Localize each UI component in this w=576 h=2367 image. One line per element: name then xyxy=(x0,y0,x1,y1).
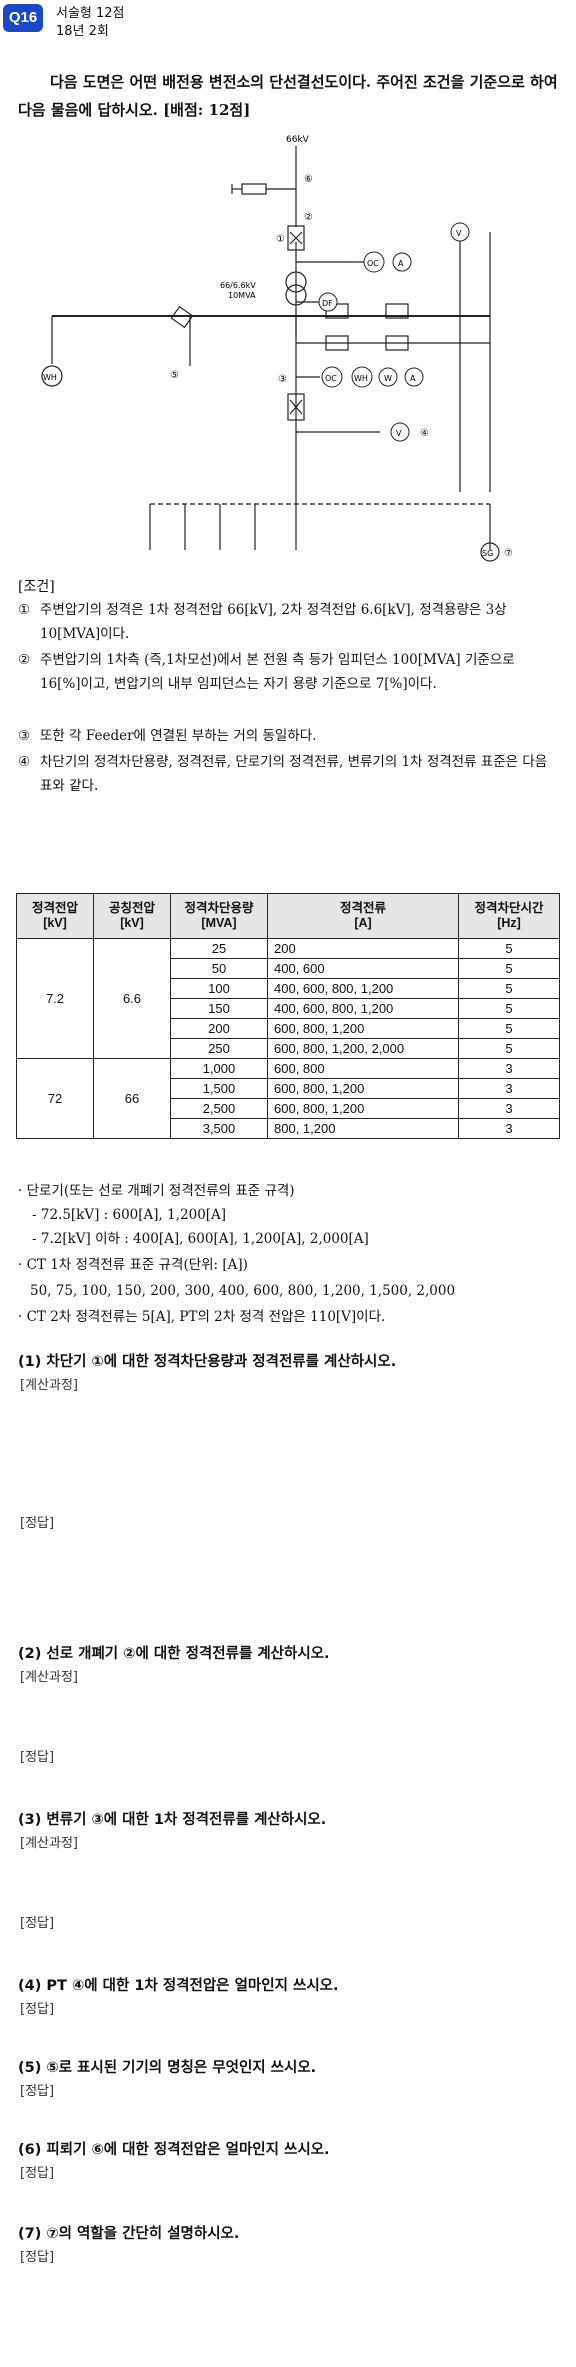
question-number-badge: Q16 xyxy=(3,4,43,32)
label-66kv: 66kV xyxy=(286,135,310,145)
svg-text:W: W xyxy=(384,374,392,383)
calc-label-2: [계산과정] xyxy=(20,1670,78,1685)
condition-item: ③ 또한 각 Feeder에 연결된 부하는 거의 동일하다. xyxy=(18,728,317,744)
answer-label-2: [정답] xyxy=(20,1750,55,1765)
wh-meter-left: WH xyxy=(43,373,57,382)
question-1: (1) 차단기 ①에 대한 정격차단용량과 정격전류를 계산하시오. xyxy=(18,1354,397,1370)
label-tr-mva: 10MVA xyxy=(228,291,256,300)
label-4: ④ xyxy=(420,428,429,439)
answer-label-4: [정답] xyxy=(20,2002,55,2017)
question-6: (6) 피뢰기 ⑥에 대한 정격전압은 얼마인지 쓰시오. xyxy=(18,2142,330,2158)
svg-text:OC: OC xyxy=(325,374,337,383)
label-2: ② xyxy=(304,212,313,223)
th-rated-voltage: 정격전압 [kV] xyxy=(16,893,94,939)
svg-text:V: V xyxy=(456,229,462,238)
calc-label-3: [계산과정] xyxy=(20,1836,78,1851)
label-tr-ratio: 66/6.6kV xyxy=(220,281,256,290)
question-type: 서술형 12점 xyxy=(56,6,125,21)
table-row: 7.2 6.6 25 200 5 xyxy=(16,938,560,1059)
answer-label-6: [정답] xyxy=(20,2166,55,2181)
oc-relay-lower: OC xyxy=(321,366,343,388)
question-7: (7) ⑦의 역할을 간단히 설명하시오. xyxy=(18,2226,240,2242)
sg-label: SG xyxy=(482,549,493,558)
svg-text:WH: WH xyxy=(43,373,57,382)
table-row: 3,500 800, 1,200 3 xyxy=(17,1118,560,1139)
label-7: ⑦ xyxy=(504,548,513,559)
df-relay: DF xyxy=(318,292,338,312)
question-5: (5) ⑤로 표시된 기기의 명칭은 무엇인지 쓰시오. xyxy=(18,2060,317,2076)
table-row: 1,500 600, 800, 1,200 3 xyxy=(17,1078,560,1099)
note-ds-72: - 72.5[kV] : 600[A], 1,200[A] xyxy=(32,1207,227,1223)
condition-item: ④ 차단기의 정격차단용량, 정격전류, 단로기의 정격전류, 변류기의 1차 정… xyxy=(18,754,548,794)
table-row: 150 400, 600, 800, 1,200 5 xyxy=(17,998,560,1019)
svg-text:OC: OC xyxy=(367,259,379,268)
oc-relay-upper: OC xyxy=(363,251,385,273)
note-ct-title: · CT 1차 정격전류 표준 규격(단위: [A]) xyxy=(18,1257,248,1273)
note-ct2: · CT 2차 정격전류는 5[A], PT의 2차 정격 전압은 110[V]… xyxy=(18,1309,386,1325)
condition-item: ① 주변압기의 정격은 1차 정격전압 66[kV], 2차 정격전압 6.6[k… xyxy=(18,602,507,642)
svg-text:WH: WH xyxy=(354,374,368,383)
answer-label-5: [정답] xyxy=(20,2084,55,2099)
table-row: 200 600, 800, 1,200 5 xyxy=(17,1018,560,1039)
wattmeter: W xyxy=(378,367,398,387)
question-header: Q16 서술형 12점 18년 2회 xyxy=(0,0,576,40)
label-6: ⑥ xyxy=(304,174,313,185)
th-rated-current: 정격전류 [A] xyxy=(267,893,459,939)
answer-label-1: [정답] xyxy=(20,1516,55,1531)
label-3: ③ xyxy=(278,374,287,385)
wh-meter-lower: WH xyxy=(351,366,373,388)
label-1: ① xyxy=(276,234,285,245)
note-ds-7: - 7.2[kV] 이하 : 400[A], 600[A], 1,200[A],… xyxy=(32,1231,369,1247)
svg-text:A: A xyxy=(410,374,416,383)
question-intro: 다음 도면은 어떤 배전용 변전소의 단선결선도이다. 주어진 조건을 기준으로… xyxy=(18,73,558,119)
table-row: 2,500 600, 800, 1,200 3 xyxy=(17,1098,560,1119)
answer-label-3: [정답] xyxy=(20,1916,55,1931)
question-2: (2) 선로 개폐기 ②에 대한 정격전류를 계산하시오. xyxy=(18,1646,330,1662)
calc-label-1: [계산과정] xyxy=(20,1378,78,1393)
th-nominal-voltage: 공칭전압 [kV] xyxy=(93,893,171,939)
condition-item: ② 주변압기의 1차측 (즉,1차모선)에서 본 전원 측 등가 임피던스 100… xyxy=(18,652,515,692)
ammeter-upper: A xyxy=(392,252,412,272)
question-3: (3) 변류기 ③에 대한 1차 정격전류를 계산하시오. xyxy=(18,1812,327,1828)
ammeter-lower: A xyxy=(404,367,424,387)
voltmeter-lower: V xyxy=(390,422,410,442)
label-5: ⑤ xyxy=(170,370,179,381)
table-row: 72 66 1,000 600, 800 3 xyxy=(16,1058,560,1139)
th-breaking-time: 정격차단시간 [Hz] xyxy=(458,893,560,939)
th-breaking-capacity: 정격차단용량 [MVA] xyxy=(170,893,268,939)
standards-table: 정격전압 [kV] 공칭전압 [kV] 정격차단용량 [MVA] 정격전류 [A… xyxy=(16,893,560,1139)
svg-text:DF: DF xyxy=(322,299,333,308)
question-4: (4) PT ④에 대한 1차 정격전압은 얼마인지 쓰시오. xyxy=(18,1978,339,1994)
note-ct-values: 50, 75, 100, 150, 200, 300, 400, 600, 80… xyxy=(30,1283,456,1299)
table-row: 250 600, 800, 1,200, 2,000 5 xyxy=(17,1038,560,1059)
svg-text:V: V xyxy=(396,429,402,438)
answer-label-7: [정답] xyxy=(20,2250,55,2265)
note-ds-title: · 단로기(또는 선로 개폐기 정격전류의 표준 규격) xyxy=(18,1183,295,1199)
single-line-diagram: 66kV ⑥ ② ① 66/6.6kV 10MVA DF OC A V WH ③… xyxy=(41,135,513,562)
voltmeter-upper: V xyxy=(450,222,470,242)
svg-text:A: A xyxy=(398,259,404,268)
exam-year: 18년 2회 xyxy=(56,24,109,39)
conditions-title: [조건] xyxy=(18,579,55,595)
